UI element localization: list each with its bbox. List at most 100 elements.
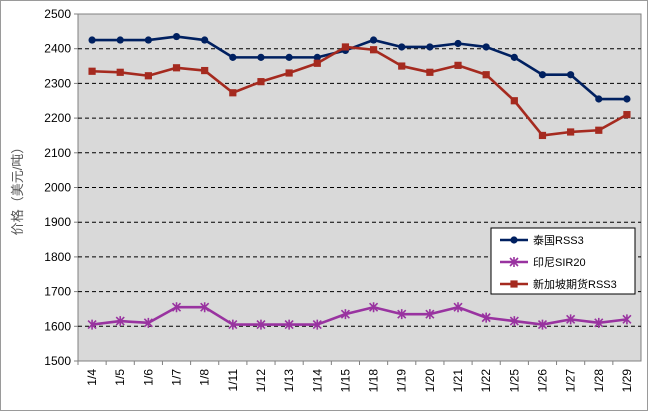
legend-label: 泰国RSS3 <box>533 233 584 247</box>
data-point <box>144 72 152 80</box>
y-axis-label: 价格（美元/吨） <box>10 141 25 236</box>
data-point <box>116 36 124 44</box>
data-point <box>257 78 265 86</box>
x-tick-label: 1/19 <box>395 369 409 393</box>
data-point <box>398 43 406 51</box>
series-line <box>91 305 628 326</box>
legend-label: 印尼SIR20 <box>533 256 586 269</box>
data-point <box>369 302 379 313</box>
data-point <box>482 43 490 51</box>
data-point <box>398 62 406 70</box>
data-point <box>623 111 631 119</box>
data-point <box>622 314 632 325</box>
data-point <box>426 43 434 51</box>
x-tick-label: 1/15 <box>338 369 352 393</box>
legend-label: 新加坡期货RSS3 <box>533 277 617 291</box>
data-point <box>425 309 435 320</box>
data-point <box>426 68 434 76</box>
data-point <box>172 32 181 41</box>
x-tick-label: 1/27 <box>564 369 578 393</box>
data-point <box>510 53 518 61</box>
y-tick-label: 1800 <box>44 250 71 264</box>
x-tick-label: 1/4 <box>85 369 99 386</box>
data-point <box>567 128 575 136</box>
data-point <box>454 39 462 48</box>
data-point <box>397 309 407 320</box>
data-point <box>285 69 293 77</box>
series-line <box>92 35 627 101</box>
data-point <box>313 59 321 67</box>
data-point <box>369 36 378 44</box>
x-axis-ticks: 1/4 1/5 1/6 1/7 1/8 1/11 1/12 1/13 1/14 1/15 1/18 1… <box>77 361 634 393</box>
x-tick-label: 1/8 <box>198 369 212 386</box>
x-tick-label: 1/20 <box>423 369 437 393</box>
x-tick-label: 1/11 <box>226 369 240 392</box>
series-2 <box>87 302 632 330</box>
data-point <box>481 312 491 323</box>
x-tick-label: 1/22 <box>479 369 493 393</box>
data-point <box>200 302 210 313</box>
x-tick-label: 1/29 <box>620 369 634 393</box>
data-point <box>284 319 294 330</box>
data-point <box>538 71 547 79</box>
data-point <box>341 43 350 51</box>
data-point <box>115 316 125 327</box>
data-point <box>257 53 265 61</box>
legend: 泰国RSS3 印尼SIR20 新加坡期货RSS3 <box>490 227 636 295</box>
y-tick-label: 1500 <box>44 354 71 368</box>
series-line <box>92 45 628 137</box>
data-point <box>509 316 519 327</box>
y-tick-label: 2200 <box>44 111 71 125</box>
legend-swatch-marker <box>509 257 519 267</box>
y-tick-label: 2400 <box>44 42 71 56</box>
data-point <box>369 46 378 54</box>
data-point <box>201 36 209 44</box>
series-layer <box>87 32 632 330</box>
y-axis-ticks: 1500 1600 1700 1800 1900 2000 2100 2200 2300 2400… <box>44 7 78 368</box>
x-tick-label: 1/26 <box>535 369 549 393</box>
x-tick-label: 1/7 <box>170 369 184 386</box>
data-point <box>538 131 547 140</box>
data-point <box>566 314 576 325</box>
data-point <box>453 302 463 313</box>
data-point <box>510 97 518 105</box>
series-1 <box>88 32 631 103</box>
data-point <box>256 319 266 330</box>
data-point <box>537 319 548 330</box>
data-point <box>595 126 603 134</box>
y-tick-label: 2000 <box>44 181 71 195</box>
x-tick-label: 1/12 <box>254 369 268 393</box>
grid-lines <box>78 48 641 327</box>
data-point <box>594 317 604 328</box>
legend-swatch-marker <box>510 236 518 244</box>
x-tick-label: 1/5 <box>113 369 127 386</box>
data-point <box>340 309 350 320</box>
data-point <box>595 95 603 103</box>
data-point <box>201 66 209 75</box>
data-point <box>228 319 238 330</box>
x-tick-label: 1/18 <box>367 369 381 393</box>
x-tick-label: 1/13 <box>282 369 296 393</box>
data-point <box>454 61 462 69</box>
legend-swatch-marker <box>510 280 518 288</box>
data-point <box>144 36 152 44</box>
data-point <box>313 53 321 61</box>
data-point <box>312 319 322 330</box>
x-tick-label: 1/21 <box>451 369 465 393</box>
data-point <box>87 319 97 330</box>
data-point <box>482 71 490 79</box>
data-point <box>229 89 237 97</box>
y-tick-label: 1900 <box>44 215 71 229</box>
y-tick-label: 2300 <box>44 76 71 90</box>
data-point <box>143 317 153 328</box>
y-tick-label: 2500 <box>44 7 71 21</box>
data-point <box>285 53 293 61</box>
y-tick-label: 2100 <box>44 146 71 160</box>
data-point <box>88 36 96 44</box>
x-tick-label: 1/28 <box>592 369 606 393</box>
y-tick-label: 1600 <box>44 319 71 333</box>
data-point <box>229 53 237 61</box>
data-point <box>567 71 575 79</box>
